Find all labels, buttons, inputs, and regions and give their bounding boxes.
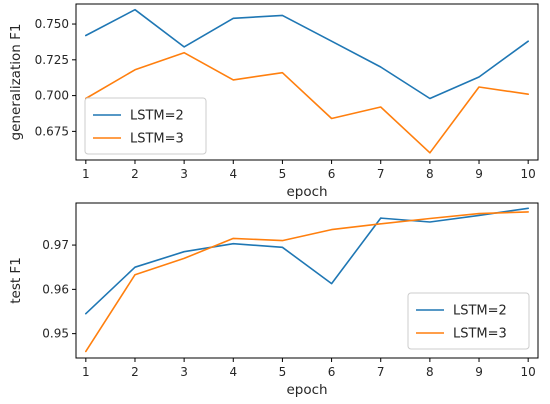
legend-label: LSTM=3 — [453, 327, 507, 342]
x-tick-label: 9 — [475, 365, 483, 379]
y-tick-label: 0.675 — [35, 124, 69, 138]
y-tick-label: 0.750 — [35, 17, 69, 31]
x-tick-label: 5 — [279, 365, 287, 379]
x-tick-label: 2 — [131, 365, 139, 379]
series-line — [85, 8, 530, 100]
legend: LSTM=2 LSTM=3 — [407, 292, 530, 350]
x-tick-label: 5 — [279, 167, 287, 181]
y-axis-label: test F1 — [8, 257, 24, 304]
y-tick-label: 0.700 — [35, 89, 69, 103]
y-axis-label: generalization F1 — [8, 24, 24, 141]
x-tick-label: 3 — [180, 365, 188, 379]
x-tick-label: 8 — [426, 365, 434, 379]
x-axis-label: epoch — [286, 184, 327, 200]
y-tick-label: 0.725 — [35, 53, 69, 67]
legend-label: LSTM=3 — [130, 132, 184, 147]
chart-panel-generalization: 1 2 3 4 5 6 7 8 9 10 0.675 0.700 0.725 0.750 epoch gene… — [8, 3, 539, 200]
x-tick-label: 1 — [82, 167, 90, 181]
series-line — [85, 207, 530, 315]
legend-box — [407, 292, 530, 350]
plot-frame — [75, 202, 539, 359]
x-tick-label: 8 — [426, 167, 434, 181]
legend-box — [84, 97, 207, 155]
legend: LSTM=2 LSTM=3 — [84, 97, 207, 155]
x-tick-label: 10 — [521, 365, 536, 379]
x-tick-label: 7 — [377, 365, 385, 379]
x-tick-label: 6 — [328, 365, 336, 379]
y-tick-label: 0.97 — [42, 238, 69, 252]
x-tick-label: 9 — [475, 167, 483, 181]
x-tick-label: 1 — [82, 365, 90, 379]
y-tick-label: 0.96 — [42, 282, 69, 296]
legend-label: LSTM=2 — [130, 109, 184, 124]
legend-label: LSTM=2 — [453, 304, 507, 319]
x-axis-label: epoch — [286, 382, 327, 398]
x-tick-label: 7 — [377, 167, 385, 181]
x-tick-label: 3 — [180, 167, 188, 181]
x-tick-label: 10 — [521, 167, 536, 181]
y-tick-label: 0.95 — [42, 327, 69, 341]
x-tick-label: 6 — [328, 167, 336, 181]
x-tick-label: 4 — [229, 365, 237, 379]
plot-frame — [75, 3, 539, 161]
chart-panel-test: 1 2 3 4 5 6 7 8 9 10 0.95 0.96 0.97 epoch test F1 LSTM=… — [8, 202, 539, 398]
series-line — [85, 51, 530, 154]
series-line — [85, 211, 530, 353]
x-tick-label: 4 — [229, 167, 237, 181]
x-tick-label: 2 — [131, 167, 139, 181]
